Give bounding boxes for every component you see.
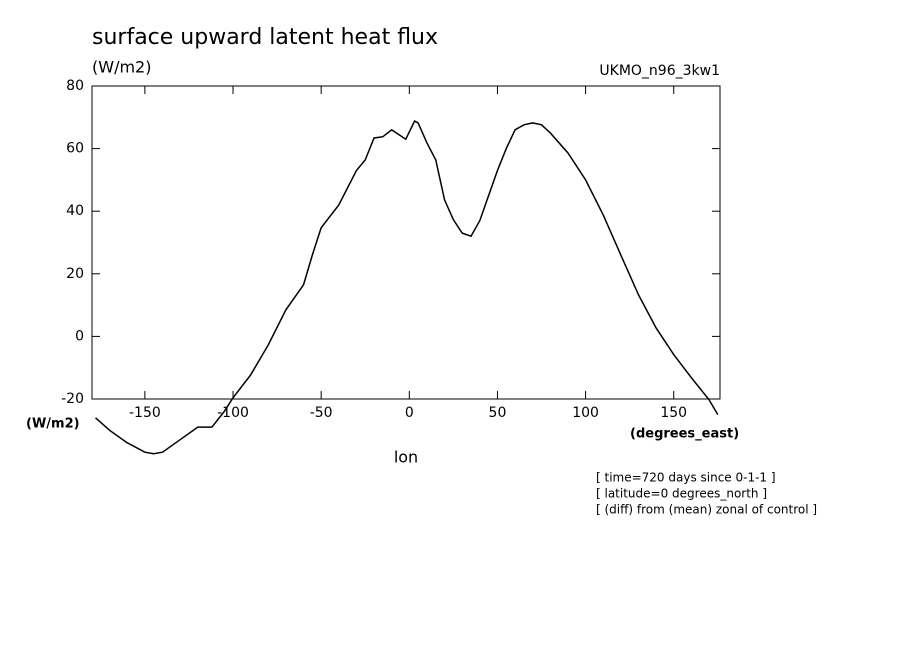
y-tick-label: 60 — [66, 141, 84, 157]
x-tick-label: -100 — [217, 405, 249, 421]
x-axis-unit: (degrees_east) — [630, 427, 739, 442]
x-tick-label: -150 — [129, 405, 161, 421]
plot-frame — [91, 85, 721, 400]
x-tick-label: 150 — [660, 405, 687, 421]
note: [ latitude=0 degrees_north ] — [596, 487, 767, 501]
x-tick-label: 50 — [489, 405, 507, 421]
x-tick-label: -50 — [310, 405, 333, 421]
note: [ time=720 days since 0-1-1 ] — [596, 471, 776, 485]
y-tick-label: 40 — [66, 203, 84, 219]
x-tick-label: 100 — [572, 405, 599, 421]
y-tick-label: -20 — [61, 391, 84, 407]
y-tick-label: 80 — [66, 78, 84, 94]
y-tick-label: 20 — [66, 266, 84, 282]
y-axis-unit-bottom: (W/m2) — [26, 417, 80, 432]
x-axis-label: lon — [394, 448, 418, 467]
y-tick-label: 0 — [75, 328, 84, 344]
data-line — [95, 120, 719, 455]
run-label: UKMO_n96_3kw1 — [599, 63, 720, 79]
chart-title: surface upward latent heat flux — [92, 25, 438, 50]
x-tick-label: 0 — [405, 405, 414, 421]
note: [ (diff) from (mean) zonal of control ] — [596, 503, 817, 517]
y-axis-unit: (W/m2) — [92, 58, 151, 77]
